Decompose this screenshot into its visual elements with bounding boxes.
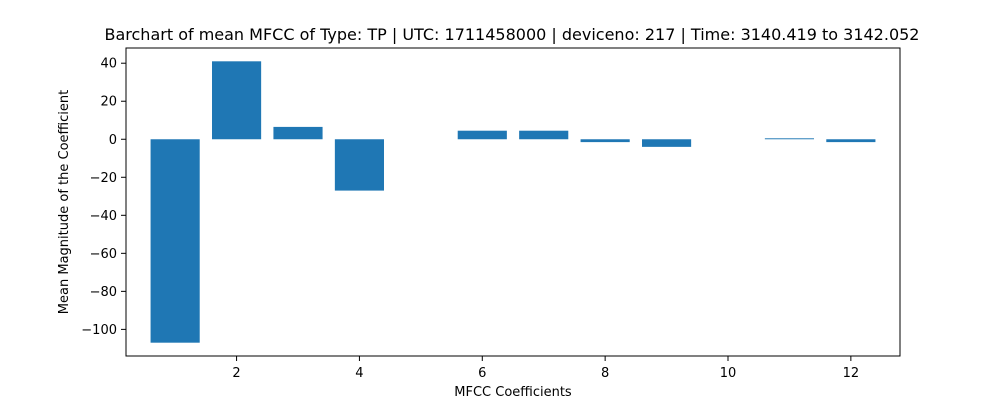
bar-mfcc-11 bbox=[764, 138, 814, 140]
y-tick-label: 20 bbox=[100, 95, 117, 110]
bar-mfcc-4 bbox=[334, 139, 384, 191]
chart-title: Barchart of mean MFCC of Type: TP | UTC:… bbox=[105, 25, 920, 44]
bar-mfcc-1 bbox=[150, 139, 200, 343]
x-axis: 2 4 6 8 10 12 bbox=[232, 356, 859, 381]
plot-frame bbox=[125, 47, 901, 357]
y-tick-label: −80 bbox=[90, 285, 117, 300]
bar-mfcc-8 bbox=[580, 139, 630, 143]
bar-mfcc-7 bbox=[519, 130, 569, 140]
y-tick-label: −20 bbox=[90, 171, 117, 186]
bar-mfcc-2 bbox=[212, 61, 262, 140]
bars-group bbox=[150, 61, 876, 343]
x-tick-label: 2 bbox=[232, 366, 240, 381]
x-tick-label: 10 bbox=[720, 366, 737, 381]
x-tick-label: 4 bbox=[355, 366, 363, 381]
x-tick-label: 8 bbox=[601, 366, 609, 381]
y-tick-label: −40 bbox=[90, 209, 117, 224]
bar-mfcc-9 bbox=[642, 139, 692, 147]
bar-mfcc-6 bbox=[457, 130, 507, 140]
bar-mfcc-12 bbox=[826, 139, 876, 143]
x-tick-label: 6 bbox=[478, 366, 486, 381]
y-axis-label: Mean Magnitude of the Coefficient bbox=[57, 90, 72, 314]
bar-mfcc-3 bbox=[273, 126, 323, 140]
y-tick-label: −60 bbox=[90, 247, 117, 262]
y-tick-label: −100 bbox=[81, 323, 117, 338]
x-axis-label: MFCC Coefficients bbox=[454, 385, 572, 400]
y-axis: 40 20 0 −20 −40 −60 −80 −100 bbox=[81, 57, 126, 338]
y-tick-label: 0 bbox=[109, 133, 117, 148]
y-tick-label: 40 bbox=[100, 57, 117, 72]
x-tick-label: 12 bbox=[843, 366, 860, 381]
